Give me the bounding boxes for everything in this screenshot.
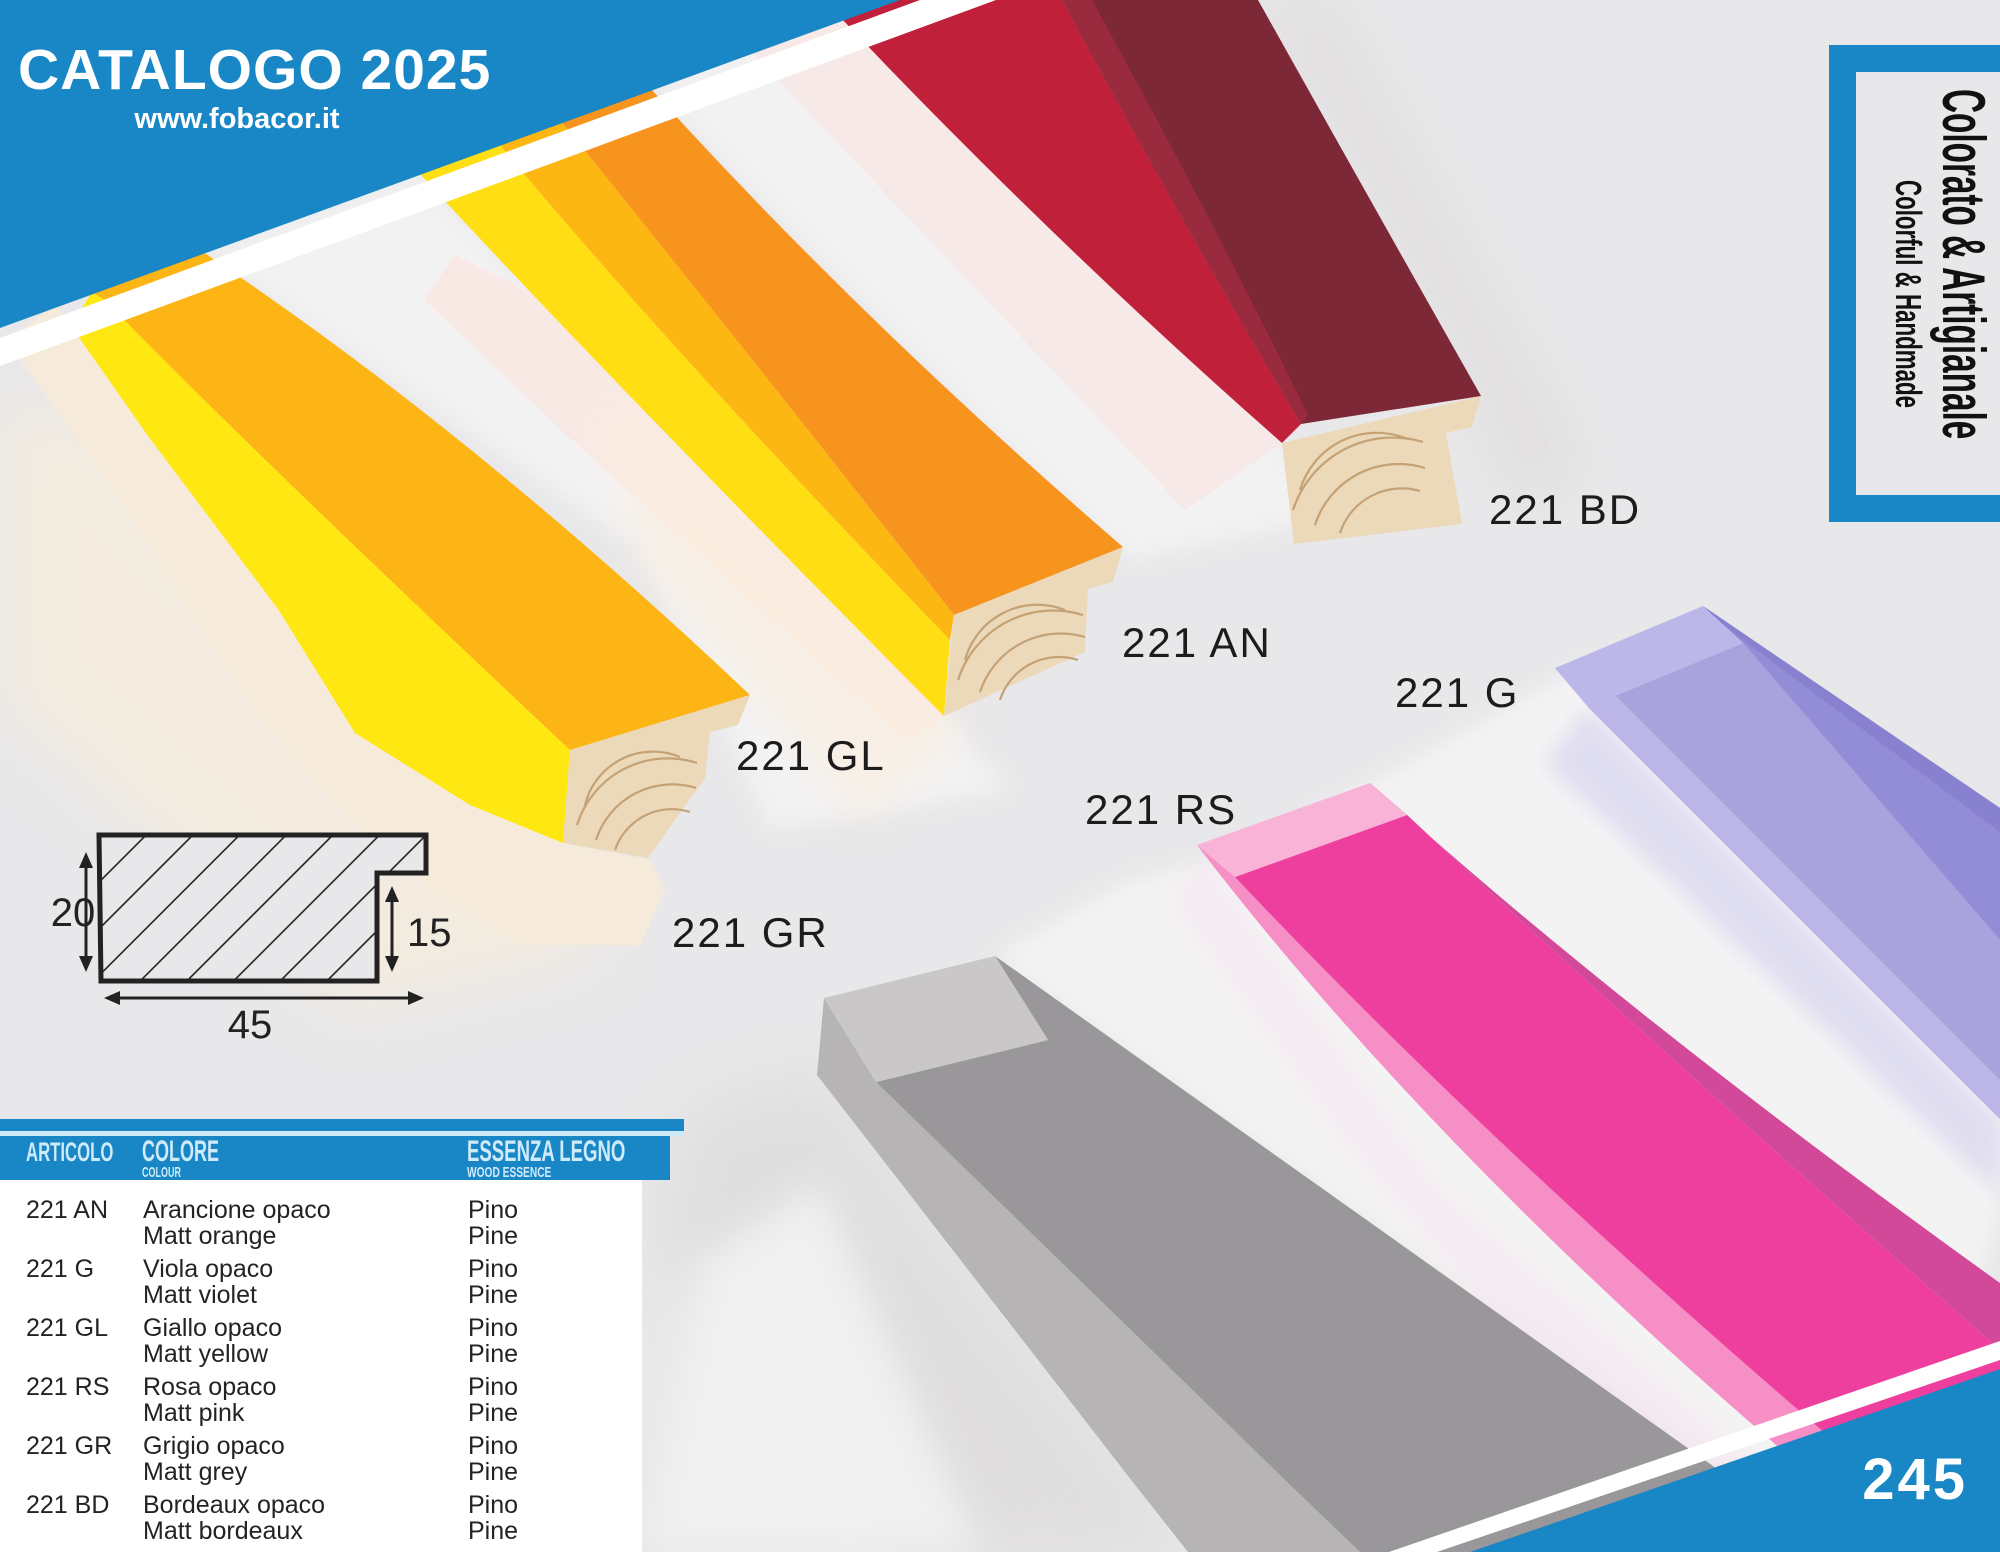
svg-text:221 BD: 221 BD bbox=[1489, 486, 1641, 533]
svg-text:221 GR: 221 GR bbox=[26, 1432, 112, 1460]
svg-text:Grigio opaco: Grigio opaco bbox=[143, 1432, 285, 1460]
svg-text:Pine: Pine bbox=[468, 1517, 518, 1545]
svg-text:221 GL: 221 GL bbox=[736, 732, 886, 779]
svg-text:Giallo opaco: Giallo opaco bbox=[143, 1314, 282, 1342]
svg-text:Pino: Pino bbox=[468, 1196, 518, 1224]
svg-text:221 G: 221 G bbox=[26, 1255, 94, 1283]
svg-text:ARTICOLO: ARTICOLO bbox=[26, 1137, 113, 1167]
svg-text:45: 45 bbox=[228, 1003, 273, 1047]
svg-text:Rosa opaco: Rosa opaco bbox=[143, 1373, 276, 1401]
svg-text:COLORE: COLORE bbox=[142, 1136, 219, 1169]
svg-text:15: 15 bbox=[407, 911, 452, 955]
svg-text:Colorful & Handmade: Colorful & Handmade bbox=[1888, 180, 1928, 408]
svg-text:Pino: Pino bbox=[468, 1491, 518, 1519]
svg-text:Pine: Pine bbox=[468, 1281, 518, 1309]
svg-text:221 AN: 221 AN bbox=[26, 1196, 108, 1224]
svg-text:Matt violet: Matt violet bbox=[143, 1281, 257, 1309]
svg-text:20: 20 bbox=[51, 891, 96, 935]
svg-text:Matt grey: Matt grey bbox=[143, 1458, 248, 1486]
svg-text:Matt yellow: Matt yellow bbox=[143, 1340, 269, 1368]
svg-text:CATALOGO 2025: CATALOGO 2025 bbox=[18, 38, 491, 102]
svg-text:Viola opaco: Viola opaco bbox=[143, 1255, 273, 1283]
svg-text:Pino: Pino bbox=[468, 1432, 518, 1460]
svg-text:Matt pink: Matt pink bbox=[143, 1399, 245, 1427]
svg-text:221 BD: 221 BD bbox=[26, 1491, 109, 1519]
svg-text:Matt bordeaux: Matt bordeaux bbox=[143, 1517, 303, 1545]
svg-text:221 G: 221 G bbox=[1395, 669, 1519, 716]
svg-text:245: 245 bbox=[1862, 1447, 1968, 1512]
svg-text:Pine: Pine bbox=[468, 1399, 518, 1427]
svg-text:ESSENZA LEGNO: ESSENZA LEGNO bbox=[467, 1135, 625, 1169]
svg-text:221 RS: 221 RS bbox=[26, 1373, 109, 1401]
svg-text:Arancione opaco: Arancione opaco bbox=[143, 1196, 331, 1224]
svg-text:Matt orange: Matt orange bbox=[143, 1222, 276, 1250]
svg-text:Pine: Pine bbox=[468, 1340, 518, 1368]
svg-text:221 RS: 221 RS bbox=[1085, 786, 1237, 833]
svg-text:COLOUR: COLOUR bbox=[142, 1164, 181, 1181]
svg-text:221 AN: 221 AN bbox=[1122, 619, 1272, 666]
svg-text:Pino: Pino bbox=[468, 1373, 518, 1401]
svg-text:Bordeaux opaco: Bordeaux opaco bbox=[143, 1491, 325, 1519]
svg-text:Colorato & Artigianale: Colorato & Artigianale bbox=[1929, 89, 1996, 439]
svg-text:Pino: Pino bbox=[468, 1314, 518, 1342]
svg-text:Pine: Pine bbox=[468, 1458, 518, 1486]
svg-text:Pine: Pine bbox=[468, 1222, 518, 1250]
svg-text:www.fobacor.it: www.fobacor.it bbox=[133, 103, 340, 135]
svg-text:WOOD ESSENCE: WOOD ESSENCE bbox=[467, 1163, 552, 1181]
svg-text:Pino: Pino bbox=[468, 1255, 518, 1283]
svg-text:221 GR: 221 GR bbox=[672, 909, 829, 956]
svg-text:221 GL: 221 GL bbox=[26, 1314, 108, 1342]
